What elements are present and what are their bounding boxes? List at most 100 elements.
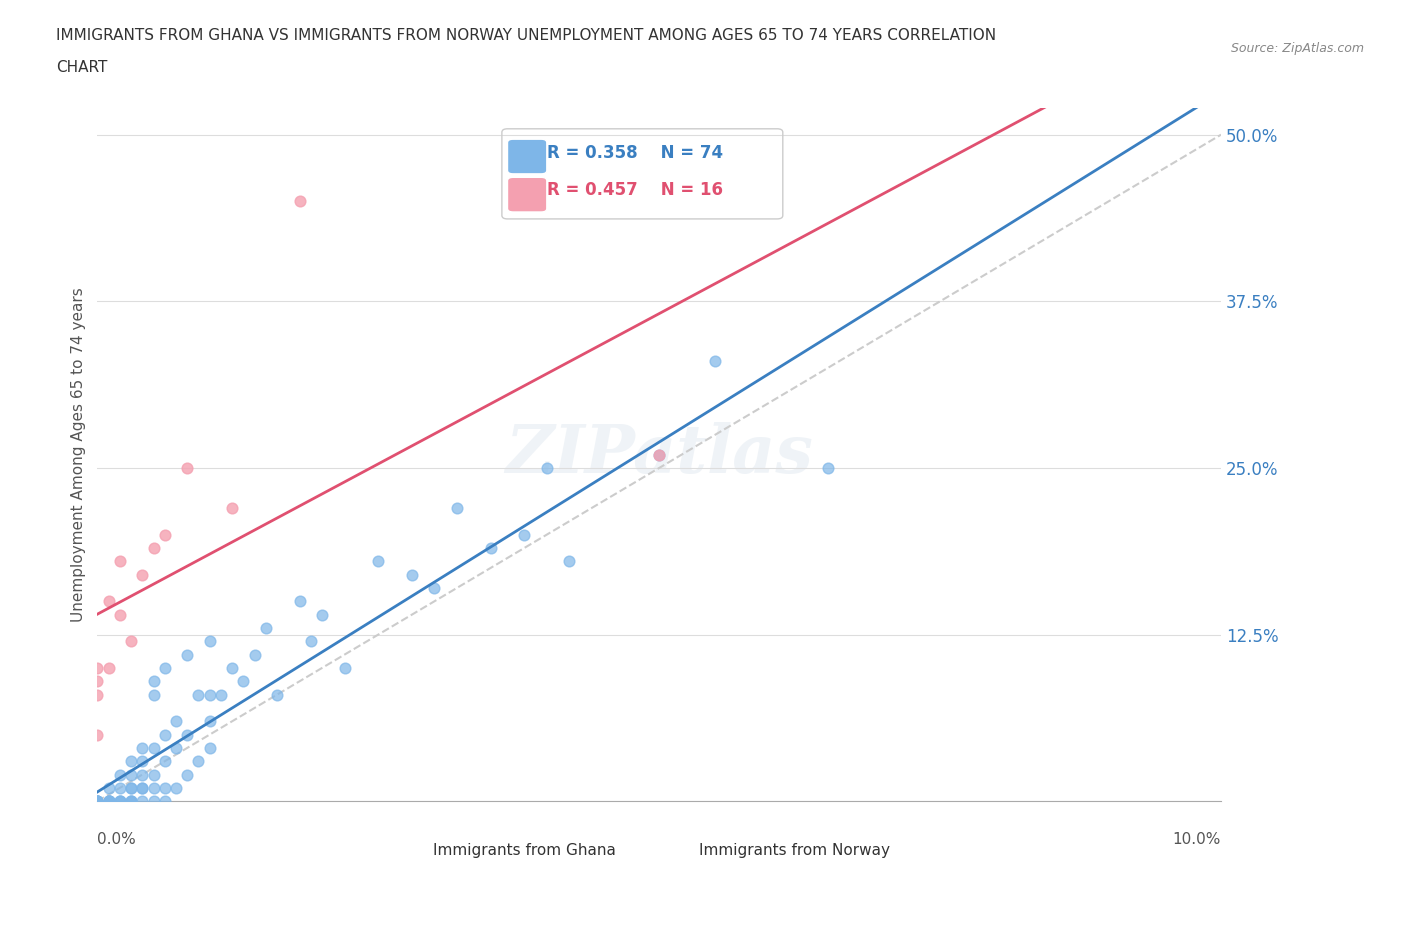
- Point: [131, 780, 153, 795]
- Y-axis label: Unemployment Among Ages 65 to 74 years: Unemployment Among Ages 65 to 74 years: [72, 287, 86, 622]
- Point: [108, 607, 131, 622]
- Point: [446, 500, 468, 515]
- Point: [131, 740, 153, 755]
- Point: [817, 460, 839, 475]
- Point: [198, 740, 221, 755]
- FancyBboxPatch shape: [672, 830, 707, 856]
- Point: [97, 794, 120, 809]
- Point: [142, 540, 165, 555]
- Point: [120, 780, 142, 795]
- Text: IMMIGRANTS FROM GHANA VS IMMIGRANTS FROM NORWAY UNEMPLOYMENT AMONG AGES 65 TO 74: IMMIGRANTS FROM GHANA VS IMMIGRANTS FROM…: [56, 28, 997, 43]
- Point: [536, 460, 558, 475]
- Point: [97, 780, 120, 795]
- FancyBboxPatch shape: [508, 140, 547, 174]
- Point: [142, 740, 165, 755]
- Point: [153, 660, 176, 675]
- Point: [108, 794, 131, 809]
- Point: [187, 754, 209, 769]
- Point: [131, 767, 153, 782]
- Point: [513, 527, 536, 542]
- Point: [86, 794, 108, 809]
- Point: [232, 674, 254, 689]
- Point: [648, 447, 671, 462]
- Point: [648, 447, 671, 462]
- Point: [176, 460, 198, 475]
- Point: [153, 754, 176, 769]
- Point: [131, 780, 153, 795]
- Point: [176, 727, 198, 742]
- Point: [120, 754, 142, 769]
- Point: [97, 794, 120, 809]
- Text: 10.0%: 10.0%: [1173, 832, 1220, 847]
- Point: [401, 567, 423, 582]
- Point: [479, 540, 502, 555]
- Point: [423, 580, 446, 595]
- Point: [165, 714, 187, 729]
- Point: [97, 794, 120, 809]
- Point: [86, 794, 108, 809]
- Point: [198, 687, 221, 702]
- Point: [165, 740, 187, 755]
- Point: [142, 674, 165, 689]
- Point: [86, 674, 108, 689]
- Point: [153, 780, 176, 795]
- Point: [153, 727, 176, 742]
- Text: ZIPatlas: ZIPatlas: [505, 422, 813, 487]
- Point: [120, 794, 142, 809]
- Point: [120, 794, 142, 809]
- Point: [153, 794, 176, 809]
- Point: [288, 193, 311, 208]
- Point: [108, 794, 131, 809]
- Point: [221, 500, 243, 515]
- Point: [86, 727, 108, 742]
- Point: [86, 794, 108, 809]
- FancyBboxPatch shape: [508, 178, 547, 212]
- Point: [221, 660, 243, 675]
- Text: R = 0.457    N = 16: R = 0.457 N = 16: [547, 180, 723, 199]
- Text: Immigrants from Norway: Immigrants from Norway: [699, 843, 890, 857]
- Point: [131, 567, 153, 582]
- Point: [266, 687, 288, 702]
- Point: [142, 780, 165, 795]
- Point: [558, 554, 581, 569]
- Point: [288, 594, 311, 609]
- Point: [108, 554, 131, 569]
- Point: [120, 794, 142, 809]
- Text: CHART: CHART: [56, 60, 108, 75]
- Point: [209, 687, 232, 702]
- Point: [243, 647, 266, 662]
- Point: [165, 780, 187, 795]
- Point: [108, 780, 131, 795]
- Point: [97, 660, 120, 675]
- Text: 0.0%: 0.0%: [97, 832, 136, 847]
- Point: [120, 634, 142, 649]
- Point: [108, 794, 131, 809]
- FancyBboxPatch shape: [426, 830, 460, 856]
- Point: [120, 767, 142, 782]
- Point: [131, 754, 153, 769]
- Point: [153, 527, 176, 542]
- Point: [299, 634, 322, 649]
- Point: [187, 687, 209, 702]
- Point: [176, 767, 198, 782]
- Point: [367, 554, 389, 569]
- Point: [333, 660, 356, 675]
- Point: [198, 634, 221, 649]
- Point: [86, 794, 108, 809]
- Point: [142, 767, 165, 782]
- Point: [86, 794, 108, 809]
- Point: [108, 767, 131, 782]
- Point: [86, 660, 108, 675]
- Text: Source: ZipAtlas.com: Source: ZipAtlas.com: [1230, 42, 1364, 55]
- Text: R = 0.358    N = 74: R = 0.358 N = 74: [547, 144, 723, 162]
- Point: [142, 794, 165, 809]
- Point: [97, 794, 120, 809]
- Point: [86, 794, 108, 809]
- Point: [142, 687, 165, 702]
- Point: [704, 353, 727, 368]
- Text: Immigrants from Ghana: Immigrants from Ghana: [433, 843, 616, 857]
- Point: [198, 714, 221, 729]
- Point: [254, 620, 277, 635]
- Point: [120, 780, 142, 795]
- Point: [97, 794, 120, 809]
